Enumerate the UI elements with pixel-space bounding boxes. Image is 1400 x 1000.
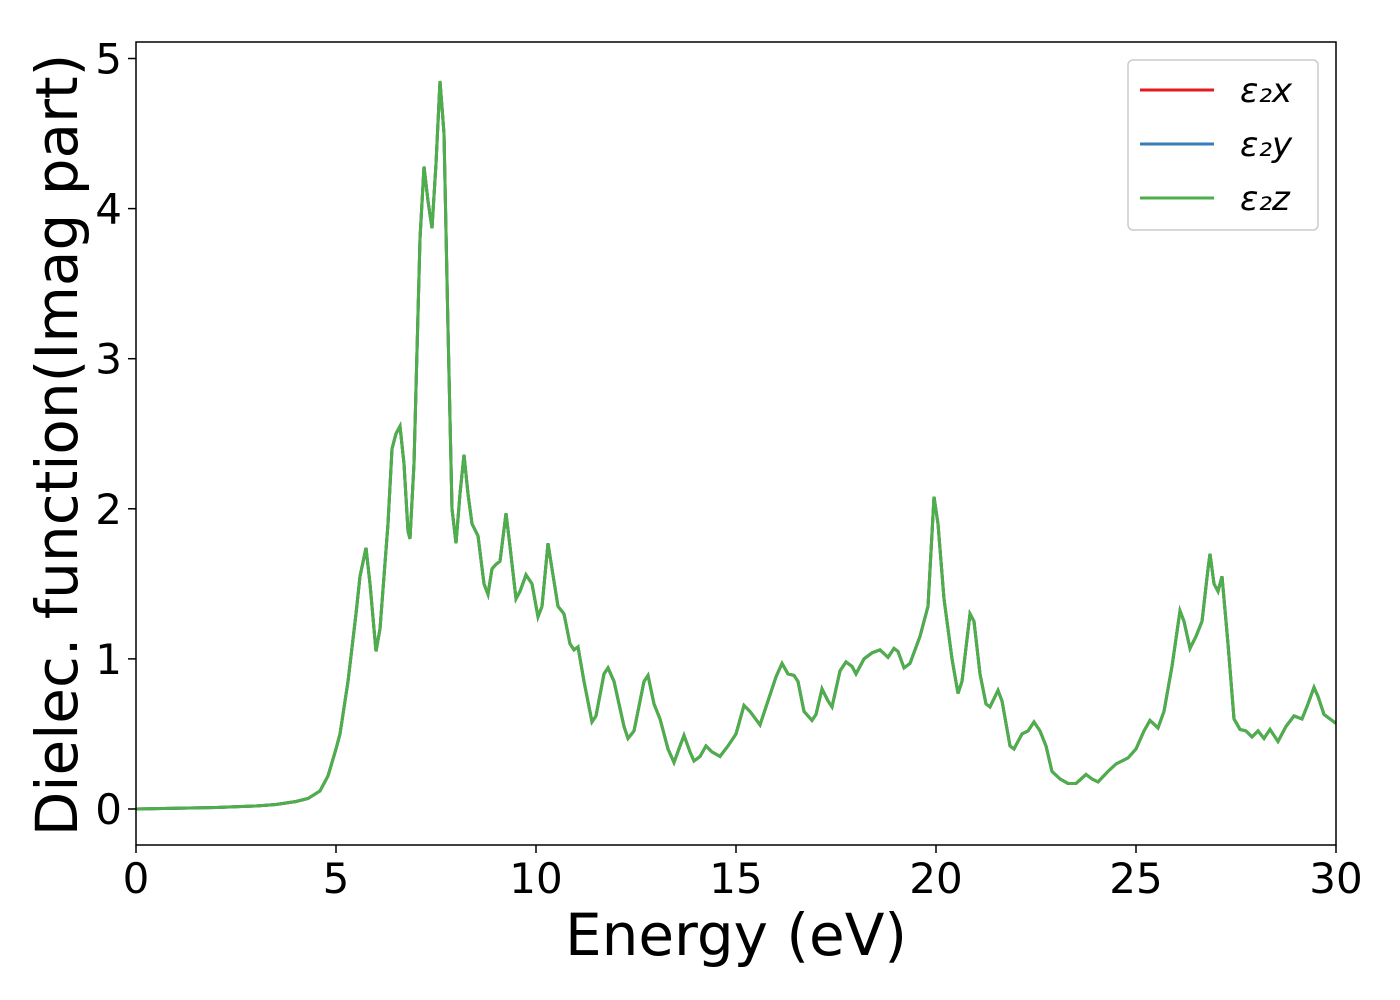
x-tick-label: 20 (909, 854, 962, 903)
x-tick-label: 0 (123, 854, 150, 903)
legend-box (1127, 59, 1319, 231)
legend-label: ε₂z (1240, 179, 1291, 219)
x-tick-label: 30 (1309, 854, 1362, 903)
y-tick-label: 5 (95, 35, 122, 84)
legend-label: ε₂y (1240, 125, 1293, 165)
y-tick-label: 0 (95, 785, 122, 834)
y-tick-label: 2 (95, 485, 122, 534)
x-axis-label: Energy (eV) (565, 901, 907, 969)
plot-frame (135, 41, 1337, 846)
x-tick-label: 10 (509, 854, 562, 903)
x-tick-label: 15 (709, 854, 762, 903)
y-tick-label: 3 (95, 335, 122, 384)
y-tick-label: 1 (95, 635, 122, 684)
series-line (136, 80, 1336, 811)
x-tick-label: 25 (1109, 854, 1162, 903)
x-tick-label: 5 (323, 854, 350, 903)
y-tick-label: 4 (95, 185, 122, 234)
legend-label: ε₂x (1240, 71, 1293, 111)
y-axis-label: Dielec. function(Imag part) (23, 54, 91, 837)
